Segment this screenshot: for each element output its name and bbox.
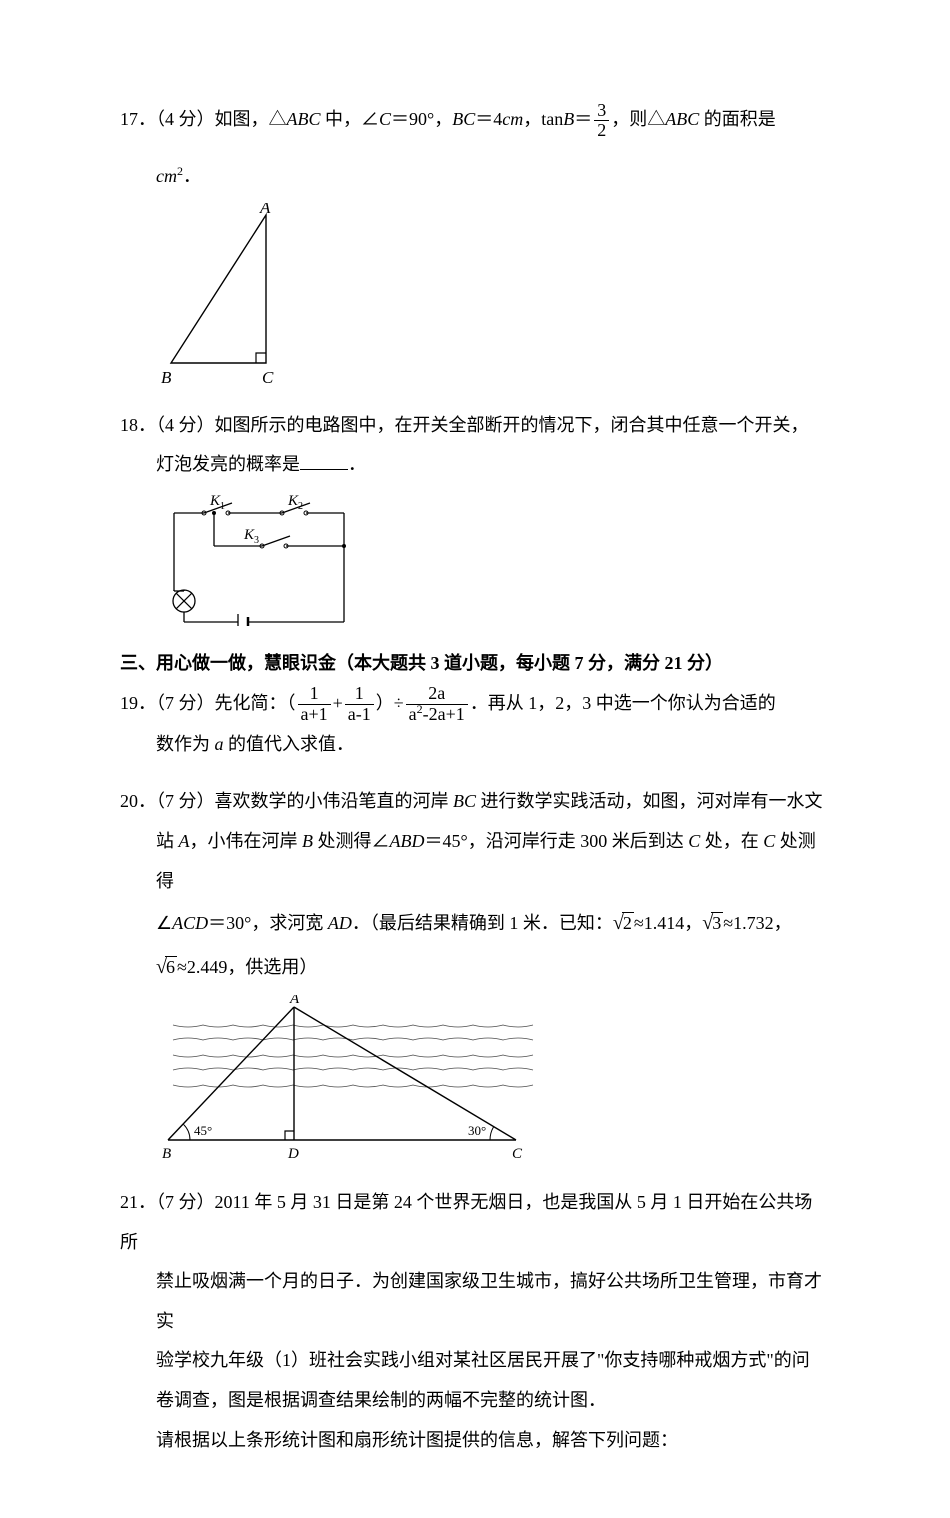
problem-21-line3: 验学校九年级（1）班社会实践小组对某社区居民开展了"你支持哪种戒烟方式"的问 <box>120 1341 830 1381</box>
num: 19． <box>120 693 156 713</box>
section-3-heading: 三、用心做一做，慧眼识金（本大题共 3 道小题，每小题 7 分，满分 21 分） <box>120 644 830 684</box>
points: （7 分） <box>156 1192 215 1212</box>
triangle-svg: A B C <box>156 203 296 388</box>
svg-text:30°: 30° <box>468 1123 486 1138</box>
problem-21-line2: 禁止吸烟满一个月的日子．为创建国家级卫生城市，搞好公共场所卫生管理，市育才实 <box>120 1262 830 1341</box>
river-figure: A B C D 45° 30° <box>156 995 830 1165</box>
problem-20-line3: ∠ACD＝30°，求河宽 AD．（最后结果精确到 1 米．已知：2≈1.414，… <box>120 901 830 945</box>
problem-20-line1: 20．（7 分）喜欢数学的小伟沿笔直的河岸 BC 进行数学实践活动，如图，河对岸… <box>120 782 830 822</box>
svg-text:A: A <box>259 203 271 217</box>
problem-21-line4: 卷调查，图是根据调查结果绘制的两幅不完整的统计图． <box>120 1381 830 1421</box>
problem-21: 21．（7 分）2011 年 5 月 31 日是第 24 个世界无烟日，也是我国… <box>120 1183 830 1460</box>
problem-18: 18．（4 分）如图所示的电路图中，在开关全部断开的情况下，闭合其中任意一个开关… <box>120 406 830 626</box>
problem-19-line1: 19．（7 分）先化简：（1a+1+1a-1）÷2aa2-2a+1．再从 1，2… <box>120 684 830 725</box>
svg-text:B: B <box>162 1146 171 1162</box>
svg-text:C: C <box>262 368 274 387</box>
triangle-figure: A B C <box>156 203 830 388</box>
circuit-svg: K1K2K3 <box>156 491 356 626</box>
svg-text:2: 2 <box>298 501 303 512</box>
problem-18-line2: 灯泡发亮的概率是． <box>120 445 830 485</box>
points: （4 分） <box>156 415 215 435</box>
frac-3: 2aa2-2a+1 <box>406 684 468 725</box>
svg-text:B: B <box>161 368 172 387</box>
river-svg: A B C D 45° 30° <box>156 995 536 1165</box>
fill-blank <box>300 451 348 470</box>
problem-21-line5: 请根据以上条形统计图和扇形统计图提供的信息，解答下列问题： <box>120 1421 830 1461</box>
circuit-figure: K1K2K3 <box>156 491 830 626</box>
problem-19-line2: 数作为 a 的值代入求值． <box>120 725 830 765</box>
svg-text:1: 1 <box>220 501 225 512</box>
problem-18-line1: 18．（4 分）如图所示的电路图中，在开关全部断开的情况下，闭合其中任意一个开关… <box>120 406 830 446</box>
problem-20-line2: 站 A，小伟在河岸 B 处测得∠ABD＝45°，沿河岸行走 300 米后到达 C… <box>120 822 830 901</box>
fraction-3-2: 32 <box>594 101 609 142</box>
sqrt-2: 2 <box>613 901 634 945</box>
frac-2: 1a-1 <box>345 684 374 725</box>
problem-17-line1: 17．（4 分）如图，△ABC 中，∠C＝90°，BC＝4cm，tanB＝32，… <box>120 100 830 141</box>
svg-text:A: A <box>289 995 300 1007</box>
num: 18． <box>120 415 156 435</box>
svg-text:D: D <box>287 1146 299 1162</box>
problem-21-line1: 21．（7 分）2011 年 5 月 31 日是第 24 个世界无烟日，也是我国… <box>120 1183 830 1262</box>
svg-text:45°: 45° <box>194 1123 212 1138</box>
problem-20: 20．（7 分）喜欢数学的小伟沿笔直的河岸 BC 进行数学实践活动，如图，河对岸… <box>120 782 830 1165</box>
sqrt-6: 6 <box>156 945 177 989</box>
points: （7 分） <box>156 693 215 713</box>
svg-text:3: 3 <box>254 535 259 546</box>
num: 17． <box>120 109 156 129</box>
sqrt-3: 3 <box>702 901 723 945</box>
frac-1: 1a+1 <box>298 684 331 725</box>
svg-text:C: C <box>512 1146 523 1162</box>
problem-17-line2: cm2． <box>120 157 830 197</box>
num: 20． <box>120 791 156 811</box>
problem-17: 17．（4 分）如图，△ABC 中，∠C＝90°，BC＝4cm，tanB＝32，… <box>120 100 830 388</box>
points: （4 分） <box>156 109 215 129</box>
problem-20-line4: 6≈2.449，供选用） <box>120 945 830 989</box>
points: （7 分） <box>156 791 215 811</box>
problem-19: 19．（7 分）先化简：（1a+1+1a-1）÷2aa2-2a+1．再从 1，2… <box>120 684 830 765</box>
num: 21． <box>120 1192 156 1212</box>
